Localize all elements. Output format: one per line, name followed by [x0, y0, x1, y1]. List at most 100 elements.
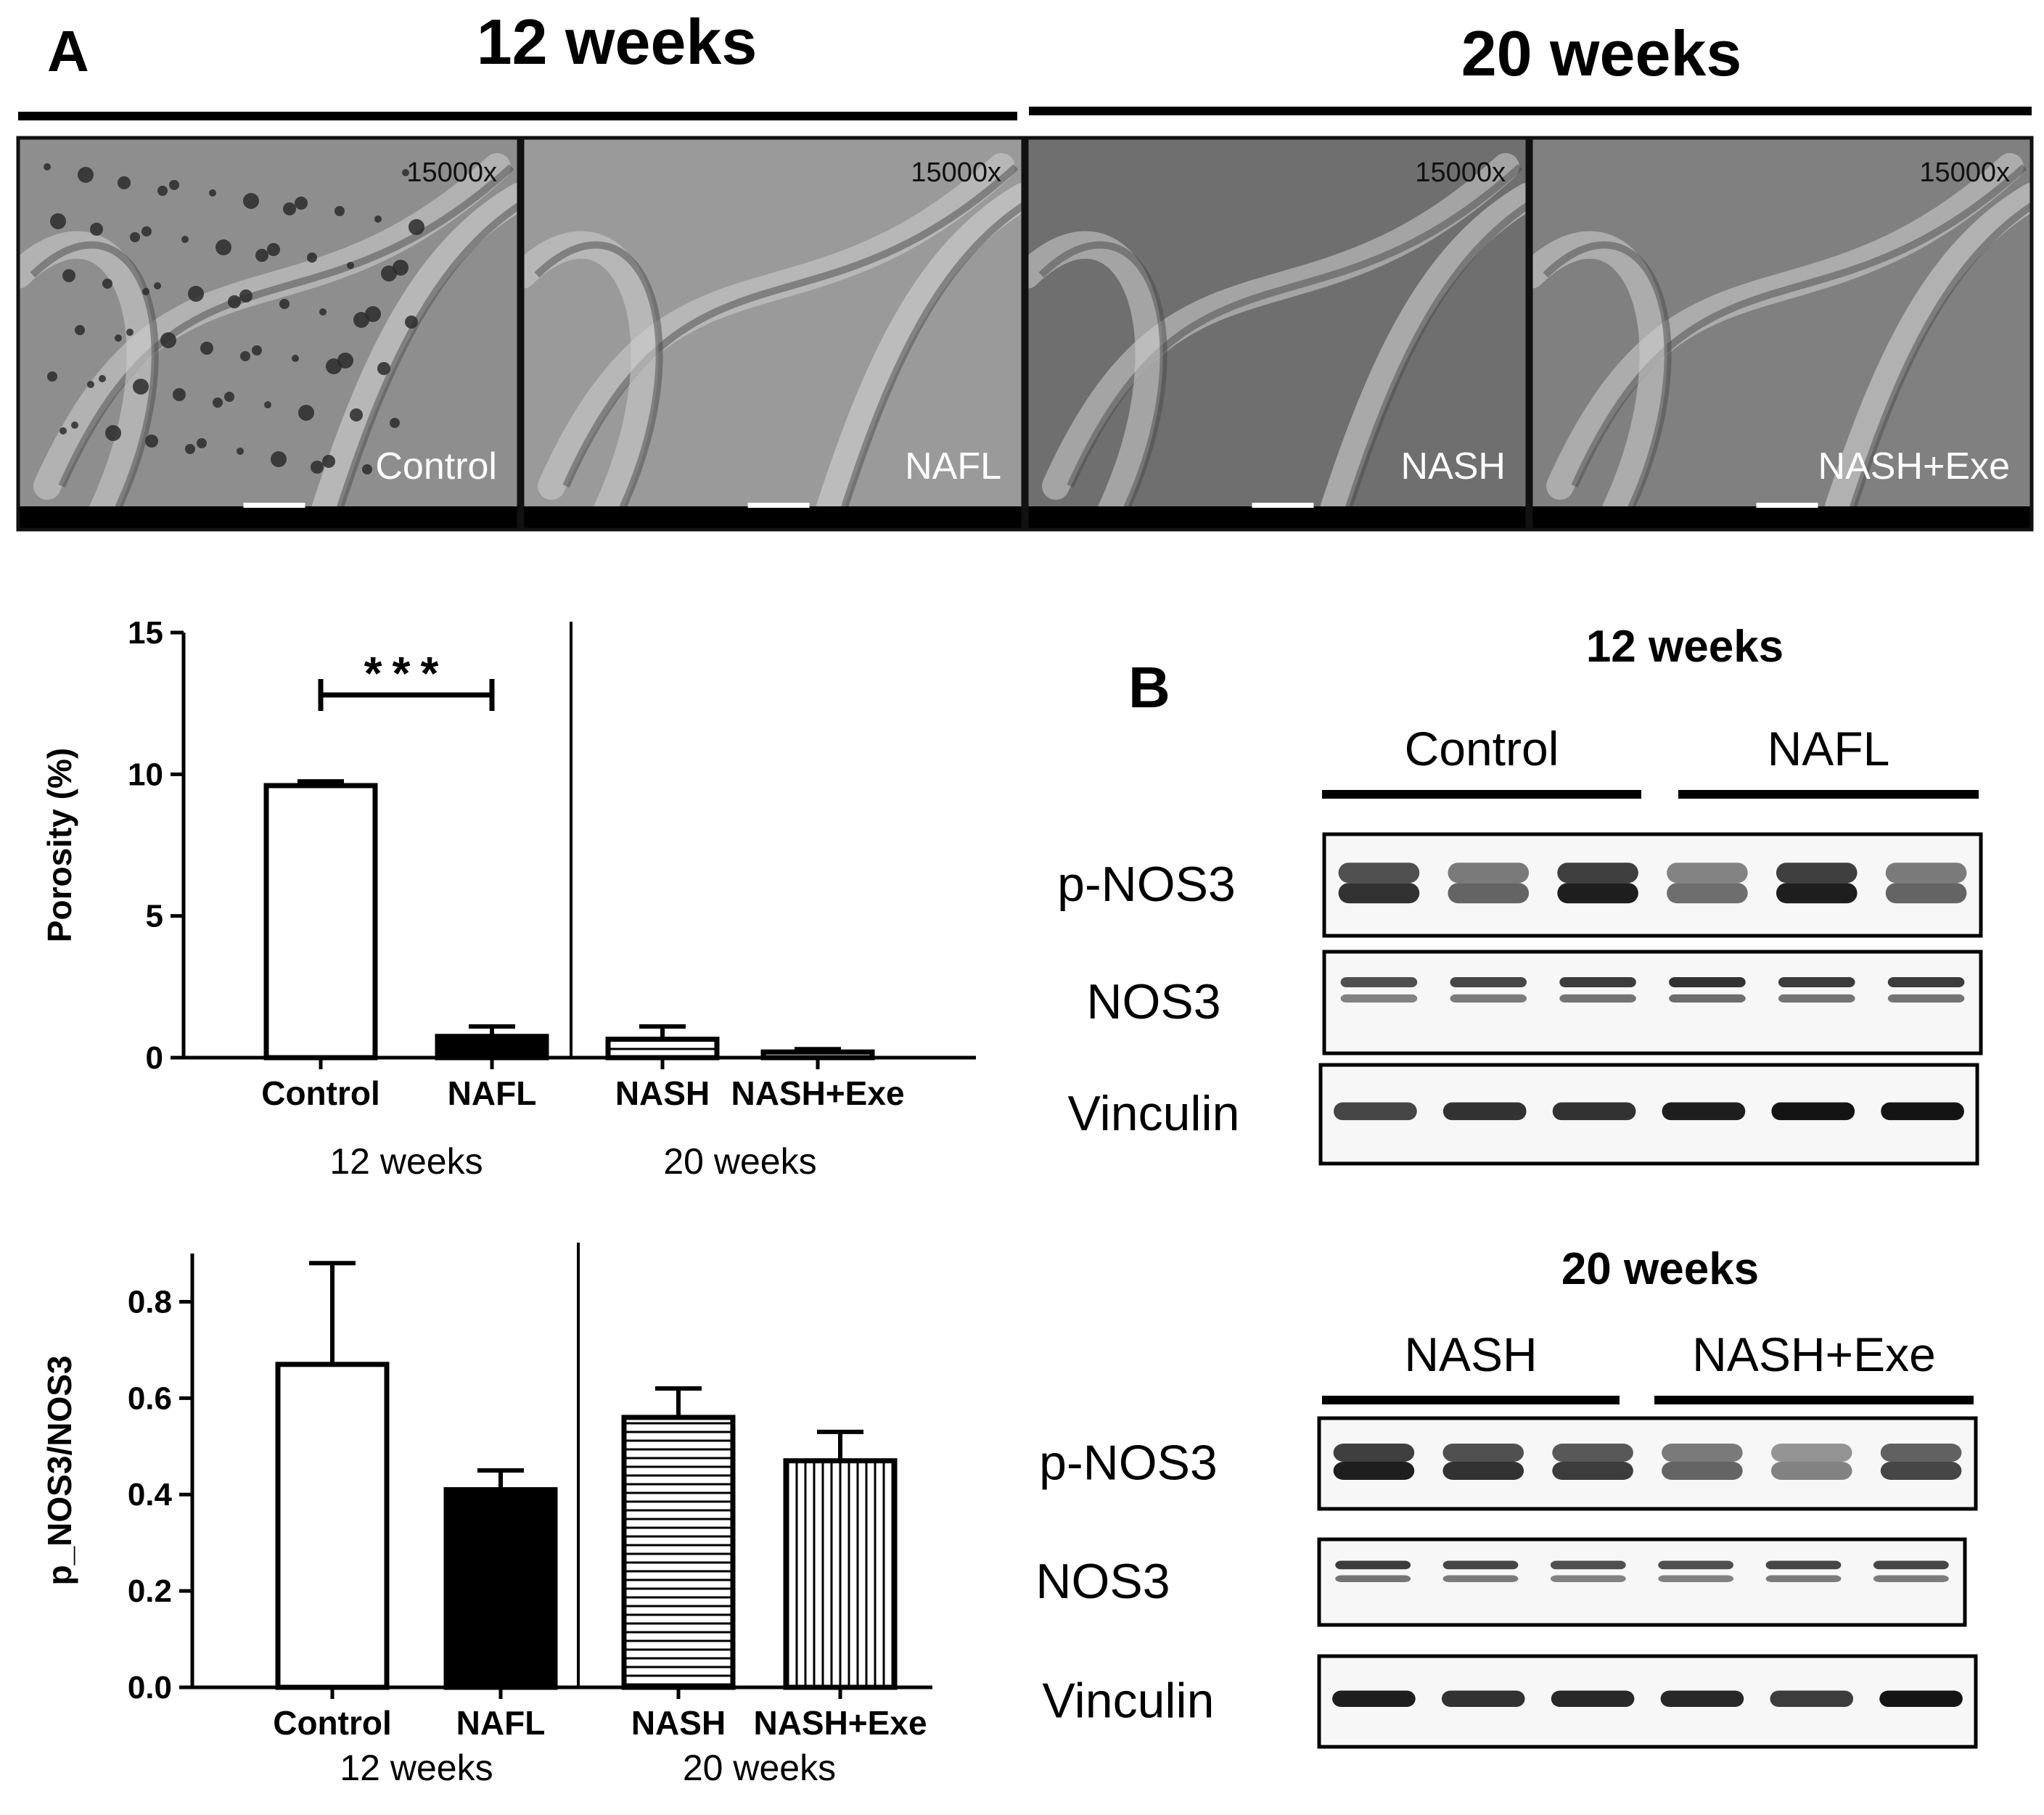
header-12-weeks: 12 weeks: [477, 6, 758, 78]
micrograph-info-bar: [18, 506, 519, 530]
bar-nash: [605, 1037, 720, 1061]
blot-band: [1662, 1462, 1743, 1480]
micrograph-group-label: NASH: [1401, 445, 1506, 487]
blot-band: [1662, 1102, 1746, 1121]
y-tick-label: 0.8: [128, 1284, 172, 1320]
micrograph-border: [520, 136, 1025, 532]
y-tick-label: 10: [128, 757, 163, 792]
micrograph-shadow: [534, 241, 663, 530]
micrograph-pore: [209, 189, 216, 197]
micrograph-pore: [353, 312, 369, 328]
micrograph-shadow: [1338, 201, 1527, 530]
blot-band: [1880, 1462, 1962, 1480]
micrograph-shadow: [1842, 201, 2032, 530]
blot-band: [1765, 1575, 1842, 1582]
blot-membrane-p-nos3: [1317, 1416, 1978, 1511]
micrograph-pore: [115, 334, 122, 342]
micrograph-pore: [350, 408, 363, 421]
micrograph-pore: [374, 215, 382, 223]
y-tick-label: 0: [146, 1040, 163, 1076]
blot-row-label-nos3: NOS3: [1035, 1554, 1170, 1609]
blot-band: [1442, 1102, 1527, 1121]
micrograph-magnification: 15000x: [911, 157, 1001, 188]
micrograph-scale-bar: [1756, 503, 1818, 508]
blot-band: [1334, 1102, 1417, 1121]
micrograph-pore: [279, 299, 290, 309]
micrograph-image: [1531, 138, 2032, 530]
micrograph-pore: [105, 425, 121, 441]
micrograph-pore: [224, 392, 234, 402]
category-label-nash-exe: NASH+Exe: [731, 1074, 904, 1112]
micrograph-image: [522, 138, 1023, 530]
blot-band: [1658, 1560, 1734, 1570]
micrograph-pore: [126, 329, 134, 336]
micrograph-pore: [307, 252, 317, 263]
micrograph-pore: [243, 193, 259, 209]
blot-band: [1770, 1444, 1852, 1462]
micrograph-pore: [173, 388, 186, 401]
blot-band: [1442, 1462, 1524, 1480]
blot-band: [1333, 1444, 1415, 1462]
blot-band: [1885, 883, 1967, 904]
blot-band: [1778, 977, 1855, 987]
y-tick-label: 0.4: [128, 1477, 173, 1512]
blot-band: [1770, 1462, 1852, 1480]
micrograph-shadow: [834, 201, 1023, 530]
blot-group-label-control: Control: [1405, 722, 1559, 775]
category-label-nash: NASH: [615, 1074, 710, 1112]
blot-band: [1770, 1690, 1854, 1707]
micrograph-pore: [347, 262, 354, 269]
micrograph-pore: [283, 202, 296, 215]
micrograph-pore: [298, 405, 314, 421]
category-label-control: Control: [261, 1074, 380, 1112]
blot-band: [1340, 977, 1418, 987]
micrograph-pore: [44, 163, 51, 170]
blot-row-label-vinculin: Vinculin: [1068, 1086, 1240, 1141]
micrograph-ridge: [1546, 153, 2024, 500]
micrograph-nash: 15000x NASH: [1025, 136, 1530, 532]
blot-row-label-p-nos3: p-NOS3: [1057, 857, 1236, 912]
micrograph-scale-bar: [1252, 503, 1314, 508]
pnos3-ratio-chart: 0.0 0.2 0.4 0.6 0.8 p_NOS3/NOS3 Control NAFL NAS…: [41, 1243, 932, 1788]
porosity-chart: 0 5 10 15 Porosity (%) Control NAFL NASH NASH+Ex…: [41, 615, 976, 1182]
blot-band: [1879, 1690, 1963, 1707]
micrograph-pore: [99, 375, 106, 382]
micrograph-pore: [59, 427, 67, 435]
micrograph-pore: [142, 288, 149, 295]
blot-band: [1551, 1690, 1635, 1707]
blot-row-label-p-nos3: p-NOS3: [1039, 1436, 1218, 1491]
micrograph-pore: [252, 345, 262, 355]
micrograph-info-bar: [522, 506, 1023, 530]
micrograph-pore: [133, 379, 149, 395]
micrograph-pore: [185, 444, 195, 454]
micrograph-ridge: [1042, 153, 1519, 500]
micrograph-image: [18, 138, 519, 530]
blot-title: 12 weeks: [1586, 622, 1784, 672]
micrograph-pore: [326, 358, 342, 374]
blot-12-weeks: 12 weeks Control NAFL p-NOS3 NOS3 Vinculin: [1057, 622, 1983, 1166]
blot-title: 20 weeks: [1561, 1244, 1759, 1294]
micrograph-magnification: 15000x: [1415, 157, 1506, 188]
micrograph-pore: [390, 418, 400, 428]
micrograph-info-bar: [1027, 506, 1527, 530]
micrograph-shadow: [1067, 164, 1523, 488]
micrograph-pore: [75, 325, 85, 335]
micrograph-pore: [102, 279, 112, 289]
micrograph-strip: 15000x Control 15000x NAFL 15000x NASH 15000x N…: [16, 136, 2034, 532]
blot-band: [1550, 1575, 1626, 1582]
bar-control: [275, 1362, 390, 1690]
micrograph-pore: [237, 448, 244, 455]
blot-band: [1669, 994, 1746, 1003]
blot-membrane-nos3: [1322, 950, 1983, 1055]
group-label-0: 12 weeks: [340, 1748, 493, 1788]
micrograph-pore: [228, 295, 241, 308]
blot-group-label-nash-exe: NASH+Exe: [1692, 1328, 1936, 1381]
bar-nafl: [443, 1487, 558, 1690]
blot-row-label-vinculin: Vinculin: [1043, 1674, 1215, 1729]
micrograph-pore: [409, 219, 424, 235]
micrograph-pore: [334, 206, 345, 216]
micrograph-pore: [240, 351, 250, 361]
micrograph-pore: [319, 308, 327, 316]
micrograph-pore: [188, 286, 204, 302]
micrograph-pore: [47, 371, 57, 382]
